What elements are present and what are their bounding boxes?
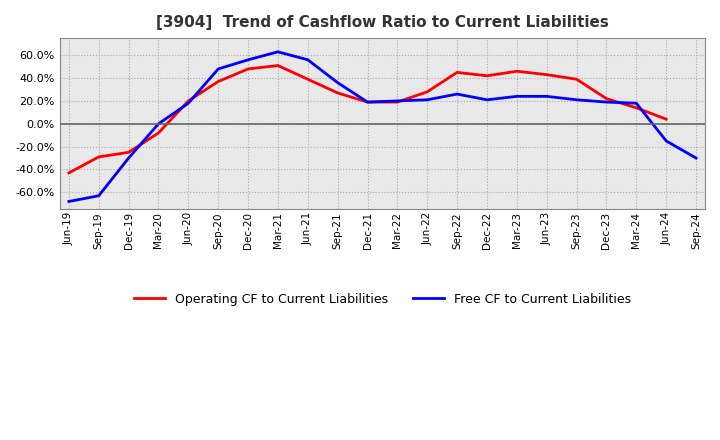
Operating CF to Current Liabilities xyxy=(184,98,193,103)
Operating CF to Current Liabilities xyxy=(602,96,611,101)
Free CF to Current Liabilities xyxy=(65,199,73,204)
Free CF to Current Liabilities xyxy=(94,193,103,198)
Free CF to Current Liabilities xyxy=(214,66,222,72)
Free CF to Current Liabilities xyxy=(423,97,431,103)
Free CF to Current Liabilities xyxy=(453,92,462,97)
Free CF to Current Liabilities xyxy=(572,97,581,103)
Legend: Operating CF to Current Liabilities, Free CF to Current Liabilities: Operating CF to Current Liabilities, Fre… xyxy=(129,288,636,311)
Operating CF to Current Liabilities xyxy=(423,89,431,95)
Operating CF to Current Liabilities xyxy=(125,150,133,155)
Free CF to Current Liabilities xyxy=(602,99,611,105)
Operating CF to Current Liabilities xyxy=(393,99,402,105)
Operating CF to Current Liabilities xyxy=(274,63,282,68)
Free CF to Current Liabilities xyxy=(154,121,163,126)
Operating CF to Current Liabilities xyxy=(244,66,253,72)
Free CF to Current Liabilities xyxy=(333,80,342,85)
Free CF to Current Liabilities xyxy=(632,101,641,106)
Operating CF to Current Liabilities xyxy=(542,72,551,77)
Operating CF to Current Liabilities xyxy=(363,99,372,105)
Free CF to Current Liabilities xyxy=(513,94,521,99)
Operating CF to Current Liabilities xyxy=(662,117,670,122)
Free CF to Current Liabilities xyxy=(542,94,551,99)
Operating CF to Current Liabilities xyxy=(333,90,342,95)
Operating CF to Current Liabilities xyxy=(154,130,163,136)
Operating CF to Current Liabilities xyxy=(65,170,73,176)
Line: Free CF to Current Liabilities: Free CF to Current Liabilities xyxy=(69,52,696,202)
Operating CF to Current Liabilities xyxy=(214,79,222,84)
Free CF to Current Liabilities xyxy=(482,97,491,103)
Free CF to Current Liabilities xyxy=(274,49,282,55)
Operating CF to Current Liabilities xyxy=(304,77,312,82)
Title: [3904]  Trend of Cashflow Ratio to Current Liabilities: [3904] Trend of Cashflow Ratio to Curren… xyxy=(156,15,609,30)
Free CF to Current Liabilities xyxy=(692,155,701,161)
Free CF to Current Liabilities xyxy=(125,155,133,161)
Free CF to Current Liabilities xyxy=(184,101,193,106)
Operating CF to Current Liabilities xyxy=(513,69,521,74)
Free CF to Current Liabilities xyxy=(304,57,312,62)
Operating CF to Current Liabilities xyxy=(453,70,462,75)
Operating CF to Current Liabilities xyxy=(632,105,641,110)
Operating CF to Current Liabilities xyxy=(572,77,581,82)
Free CF to Current Liabilities xyxy=(662,138,670,143)
Operating CF to Current Liabilities xyxy=(482,73,491,78)
Free CF to Current Liabilities xyxy=(393,98,402,103)
Free CF to Current Liabilities xyxy=(244,57,253,62)
Free CF to Current Liabilities xyxy=(363,99,372,105)
Line: Operating CF to Current Liabilities: Operating CF to Current Liabilities xyxy=(69,66,666,173)
Operating CF to Current Liabilities xyxy=(94,154,103,160)
